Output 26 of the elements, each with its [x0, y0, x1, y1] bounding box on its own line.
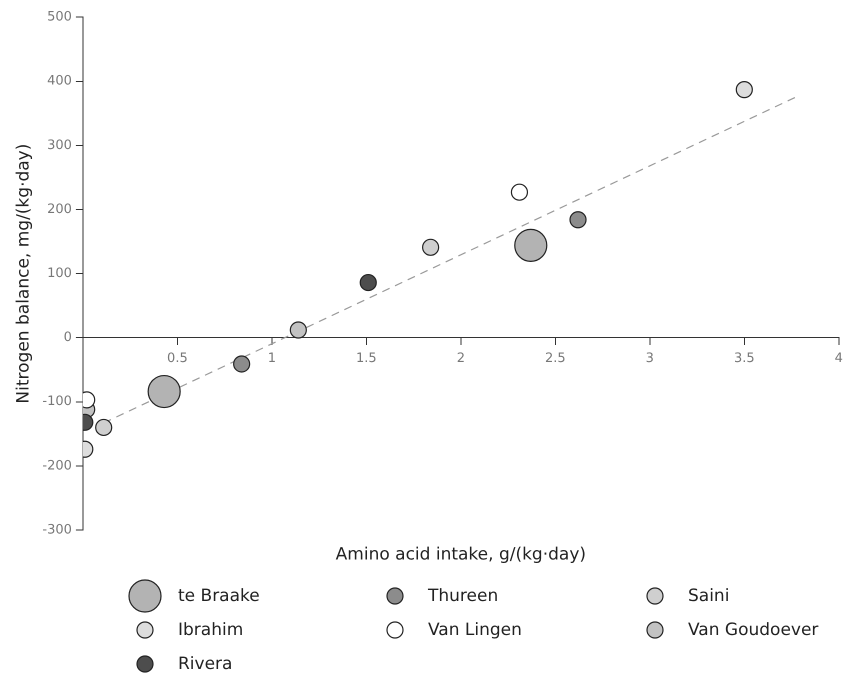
x-tick-label: 2.5 [544, 350, 566, 366]
legend-label: Van Goudoever [688, 620, 818, 640]
legend-label: Ibrahim [178, 620, 244, 640]
x-tick-label: 3.5 [734, 350, 755, 366]
y-tick-label: 100 [47, 266, 72, 281]
y-tick-label: 200 [47, 202, 72, 217]
y-tick-label: -300 [42, 522, 72, 538]
legend-label: te Braake [178, 586, 260, 606]
x-tick-label: 1 [268, 350, 276, 366]
y-tick-label: 0 [64, 330, 72, 346]
y-axis-title: Nitrogen balance, mg/(kg·day) [14, 144, 34, 404]
legend-label: Thureen [428, 586, 498, 606]
x-axis-title: Amino acid intake, g/(kg·day) [336, 544, 586, 564]
legend-label: Rivera [178, 654, 232, 674]
x-tick-label: 4 [834, 350, 843, 366]
y-tick-label: -100 [42, 394, 72, 410]
x-tick-label: 1.5 [356, 350, 377, 366]
y-tick-label: 500 [47, 10, 72, 25]
y-tick-label: 400 [47, 74, 72, 89]
y-tick-label: 300 [47, 138, 72, 153]
y-tick-label: -200 [42, 458, 72, 474]
legend-label: Van Lingen [428, 620, 522, 640]
x-tick-label: 3 [646, 350, 654, 366]
x-tick-label: 0.5 [167, 350, 188, 366]
x-tick-label: 2 [456, 350, 465, 366]
legend-label: Saini [688, 586, 730, 606]
